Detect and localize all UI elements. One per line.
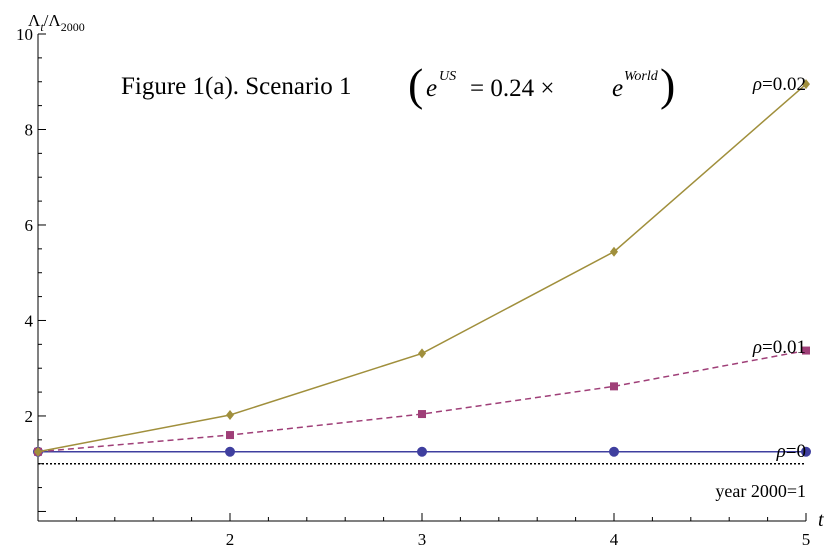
axes: 2 3 4 5 2 4 6 8 10 <box>16 25 810 547</box>
x-tick-label: 4 <box>610 530 619 547</box>
series-label: ρ=0.02 <box>752 74 806 95</box>
y-tick-label: 4 <box>25 311 34 330</box>
title-right-paren: ) <box>660 59 675 110</box>
data-point-diamond <box>802 79 810 90</box>
data-point-diamond <box>418 348 426 359</box>
y-label-base: Λ <box>28 11 41 30</box>
title-rhs-base: e <box>612 75 623 102</box>
x-tick-label: 2 <box>226 530 235 547</box>
series-line <box>37 349 807 453</box>
data-point-square <box>802 346 810 355</box>
title-rhs-sup: World <box>624 69 659 84</box>
y-label-base2: Λ <box>48 11 61 30</box>
data-point-circle <box>225 446 235 457</box>
data-point-diamond <box>610 246 618 257</box>
data-point-diamond <box>34 446 42 457</box>
title-prefix: Figure 1(a). Scenario 1 <box>121 73 351 100</box>
series-labels: ρ=0 ρ=0.01 ρ=0.02 <box>752 74 806 462</box>
series-1 <box>33 446 811 457</box>
data-point-square <box>226 431 234 440</box>
y-tick-label: 6 <box>25 216 34 235</box>
data-point-circle <box>609 446 619 457</box>
reference-line-group: year 2000=1 <box>38 462 806 501</box>
x-tick-label: 5 <box>802 530 811 547</box>
data-point-square <box>610 382 618 391</box>
data-point-circle <box>417 446 427 457</box>
series-2 <box>34 346 810 456</box>
data-point-diamond <box>226 410 234 421</box>
title-eq: = 0.24 × <box>470 75 554 102</box>
data-point-square <box>418 410 426 419</box>
y-tick-label: 8 <box>25 120 34 139</box>
y-tick-label: 2 <box>25 407 34 426</box>
series-label: ρ=0 <box>776 441 806 462</box>
reference-line-label: year 2000=1 <box>715 481 806 501</box>
y-label-slash: / <box>44 11 49 30</box>
series-3 <box>34 79 810 457</box>
x-axis-label: t <box>818 509 824 531</box>
x-tick-label: 3 <box>418 530 427 547</box>
title-lhs-sup: US <box>439 69 456 84</box>
title-lhs-base: e <box>426 75 437 102</box>
data-point-circle <box>801 446 811 457</box>
y-label-sub2: 2000 <box>61 20 85 34</box>
series-line <box>37 83 807 453</box>
chart-title: Figure 1(a). Scenario 1 ( e US = 0.24 × … <box>121 59 675 110</box>
y-tick-label: 10 <box>16 25 33 44</box>
series-group <box>33 79 811 457</box>
series-label: ρ=0.01 <box>752 337 806 358</box>
title-left-paren: ( <box>408 59 423 110</box>
y-label-sub1: t <box>40 20 44 34</box>
y-axis-label: Λt/Λ2000 <box>28 11 85 34</box>
